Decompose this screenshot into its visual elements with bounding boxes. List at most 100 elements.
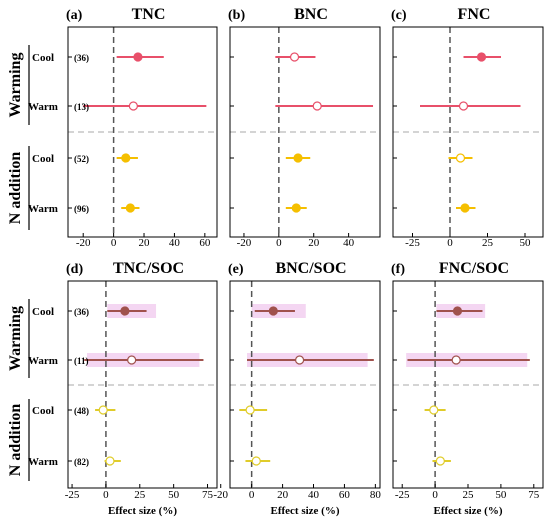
panel-label: (d) (66, 262, 83, 277)
panel-title: FNC/SOC (439, 260, 509, 277)
x-tick-label: 50 (168, 489, 180, 501)
mean-point (120, 306, 130, 316)
group-label-n-addition: N addition (7, 152, 24, 225)
x-tick-label: 60 (199, 237, 211, 249)
mean-point (452, 306, 463, 316)
x-tick-label: 40 (169, 237, 181, 249)
mean-point (133, 52, 143, 62)
mean-point (121, 153, 131, 163)
mean-point (435, 456, 445, 466)
mean-point (312, 101, 322, 111)
panel-label: (b) (228, 8, 245, 23)
plot-frame (67, 26, 218, 238)
row-label-warm: Warm (28, 101, 58, 113)
x-tick-label: 80 (370, 489, 382, 501)
x-tick-label: 25 (482, 237, 494, 249)
panel-a: (a) TNC -20 0 20 40 60 Cool (36) Warm (13) Cool (52)… (7, 6, 218, 249)
x-tick-label: 20 (308, 237, 320, 249)
x-axis-label: Effect size (%) (433, 505, 502, 517)
panel-label: (e) (228, 262, 244, 277)
group-label-warming: Warming (7, 306, 24, 371)
mean-point (251, 456, 261, 466)
x-tick-label: 40 (308, 489, 320, 501)
panel-title: TNC (132, 6, 166, 23)
sample-size-label: (36) (74, 53, 89, 63)
x-tick-label: 75 (202, 489, 214, 501)
sample-size-label: (82) (74, 457, 89, 467)
panel-label: (a) (66, 8, 83, 23)
panel-e: (e) BNC/SOC -20 0 20 40 60 80 Effect size (%) (213, 260, 381, 517)
mean-point (128, 101, 138, 111)
plot-frame (67, 280, 218, 489)
mean-point (455, 153, 466, 163)
x-tick-label: 40 (343, 237, 355, 249)
x-tick-label: 75 (528, 489, 540, 501)
sample-size-label: (13) (74, 102, 89, 112)
plot-frame (229, 280, 381, 489)
x-tick-label: 50 (520, 237, 532, 249)
x-tick-label: 60 (339, 489, 351, 501)
row-label-cool: Cool (32, 405, 54, 417)
sample-size-label: (36) (74, 307, 89, 317)
panel-title: BNC (294, 6, 328, 23)
x-tick-label: 0 (432, 489, 438, 501)
x-tick-label: -20 (76, 237, 91, 249)
group-label-warming: Warming (7, 53, 24, 118)
row-label-warm: Warm (28, 456, 58, 468)
panel-b: (b) BNC -20 0 20 40 (228, 6, 381, 249)
x-tick-label: 0 (447, 237, 453, 249)
x-tick-label: 20 (277, 489, 289, 501)
mean-point (476, 52, 487, 62)
x-tick-label: 0 (249, 489, 255, 501)
mean-point (289, 52, 300, 62)
mean-point (98, 405, 108, 415)
mean-point (451, 355, 461, 365)
sample-size-label: (48) (74, 406, 89, 416)
x-tick-label: -20 (237, 237, 252, 249)
panel-label: (f) (391, 262, 405, 277)
sample-size-label: (52) (74, 154, 89, 164)
row-label-warm: Warm (28, 203, 58, 215)
x-tick-label: -25 (405, 237, 420, 249)
x-tick-label: -25 (395, 489, 410, 501)
row-label-cool: Cool (32, 306, 54, 318)
row-label-cool: Cool (32, 52, 54, 64)
x-tick-label: 50 (495, 489, 507, 501)
x-tick-label: 25 (134, 489, 146, 501)
panel-title: BNC/SOC (275, 260, 346, 277)
panel-d: (d) TNC/SOC -25 0 25 50 75 Effect size (%) Cool (… (7, 260, 218, 517)
mean-point (460, 203, 470, 213)
mean-point (125, 203, 135, 213)
mean-point (429, 405, 439, 415)
mean-point (105, 456, 115, 466)
mean-point (268, 306, 278, 316)
panel-label: (c) (391, 8, 407, 23)
x-axis-label: Effect size (%) (270, 505, 339, 517)
x-tick-label: -20 (213, 489, 228, 501)
sample-size-label: (11) (74, 356, 89, 366)
mean-point (294, 355, 305, 365)
x-tick-label: 20 (139, 237, 151, 249)
sample-size-label: (96) (74, 204, 89, 214)
x-axis-label: Effect size (%) (108, 505, 177, 517)
mean-point (245, 405, 255, 415)
x-tick-label: -25 (65, 489, 80, 501)
mean-point (458, 101, 469, 111)
plot-frame (229, 26, 381, 238)
row-label-warm: Warm (28, 355, 58, 367)
row-label-cool: Cool (32, 153, 54, 165)
group-label-n-addition: N addition (7, 404, 24, 477)
panel-c: (c) FNC -25 0 25 50 (391, 6, 544, 249)
mean-point (291, 203, 301, 213)
x-tick-label: 0 (103, 489, 109, 501)
panel-title: TNC/SOC (113, 260, 184, 277)
x-tick-label: 0 (276, 237, 282, 249)
mean-point (293, 153, 303, 163)
mean-point (127, 355, 137, 365)
x-tick-label: 0 (111, 237, 117, 249)
plot-frame (392, 26, 544, 238)
panel-title: FNC (458, 6, 491, 23)
x-tick-label: 25 (463, 489, 475, 501)
panel-f: (f) FNC/SOC -25 0 25 50 75 Effect size (%) (391, 260, 544, 517)
